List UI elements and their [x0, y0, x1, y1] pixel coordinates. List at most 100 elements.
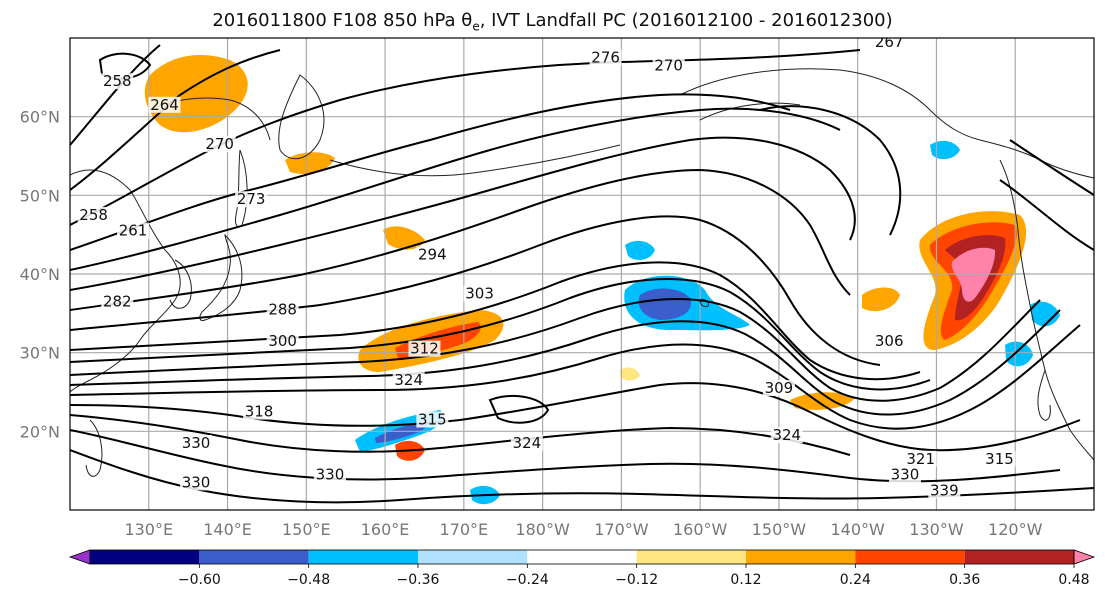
contour-label: 258: [79, 206, 108, 224]
contour-label: 303: [465, 285, 494, 303]
shading-alaska-negative: [930, 140, 960, 160]
contour-label-background: [101, 73, 134, 90]
contour-label-background: [463, 285, 496, 302]
latitude-label: 60°N: [20, 108, 60, 127]
colorbar-segment: [746, 550, 856, 564]
shading-west-coast-negative: [1030, 301, 1060, 327]
longitude-label: 150°E: [282, 520, 331, 539]
colorbar-segment: [199, 550, 309, 564]
colorbar-tick-label: −0.60: [178, 572, 221, 588]
longitude-label: 140°W: [831, 520, 886, 539]
longitude-label: 170°E: [440, 520, 489, 539]
contour-label: 270: [654, 56, 683, 74]
contour-312: [70, 324, 1081, 430]
colorbar-outline: [89, 549, 1075, 565]
contour-label: 339: [930, 481, 959, 499]
title-subscript: e: [472, 19, 480, 34]
contour-label-background: [873, 38, 906, 50]
contour-label-background: [117, 222, 150, 239]
shading-kurils-positive: [383, 226, 425, 250]
latitude-label: 20°N: [20, 422, 60, 441]
contour-label-background: [180, 435, 213, 452]
colorbar-tick-label: 0.24: [840, 572, 871, 588]
coast-aleutians: [329, 144, 621, 177]
title-suffix: , IVT Landfall PC (2016012100 - 20160123…: [479, 10, 893, 31]
contour-label-background: [180, 474, 213, 491]
contour-label: 330: [182, 434, 211, 452]
contour-label-background: [243, 403, 276, 420]
latitude-label: 50°N: [20, 186, 60, 205]
colorbar-segment: [964, 550, 1074, 564]
colorbar-segment: [527, 550, 637, 564]
contour-306: [70, 298, 1041, 402]
contour-264: [70, 49, 281, 191]
contour-label: 282: [103, 292, 132, 310]
contour-label-background: [313, 466, 346, 483]
contour-label-background: [203, 136, 236, 153]
contour-label-background: [416, 246, 449, 263]
contour-label: 309: [765, 379, 794, 397]
contour-label: 270: [205, 135, 234, 153]
colorbar-tick-label: 0.12: [730, 572, 761, 588]
contour-label: 294: [418, 245, 447, 263]
shading-siberia-positive: [144, 55, 248, 133]
title-prefix: 2016011800 F108 850 hPa θ: [212, 10, 473, 31]
latitude-labels: 60°N 50°N 40°N 30°N 20°N: [20, 108, 60, 442]
latitude-label: 30°N: [20, 344, 60, 363]
longitude-label: 180°W: [515, 520, 570, 539]
colorbar-segment: [90, 550, 200, 564]
shading-hawaii-negative-core: [638, 288, 691, 320]
contour-label: 318: [245, 403, 274, 421]
contour-label-background: [408, 340, 441, 357]
longitude-label: 130°E: [124, 520, 173, 539]
coast-na-west: [999, 159, 1094, 461]
latitude-label: 40°N: [20, 265, 60, 284]
shading-okhotsk-positive: [285, 152, 335, 175]
contour-276: [70, 107, 841, 271]
contour-label: 315: [985, 450, 1014, 468]
colorbar-segment: [418, 550, 528, 564]
colorbar-tick-label: 0.36: [949, 572, 980, 588]
contour-label: 315: [418, 410, 447, 428]
contour-label: 276: [591, 49, 620, 67]
contour-ne-arc-2: [1009, 139, 1094, 196]
colorbar-tick-label: −0.36: [397, 572, 440, 588]
contour-label-background: [235, 191, 268, 208]
contour-258: [70, 44, 161, 146]
map-plot-area: 258 264 270 273 261 258 282 288 294 300 303 312 324 3…: [70, 38, 1094, 510]
longitude-label: 150°W: [752, 520, 807, 539]
colorbar-extend-high: [1073, 549, 1096, 565]
map-frame: [69, 37, 1095, 511]
contour-label: 288: [268, 300, 297, 318]
contour-label-background: [416, 411, 449, 428]
contour-324: [70, 429, 1061, 483]
colorbar-segment: [308, 550, 418, 564]
colorbar-segment: [636, 550, 746, 564]
colorbar-tick-label: −0.12: [615, 572, 658, 588]
longitude-label: 160°E: [361, 520, 410, 539]
contour-label: 306: [875, 332, 904, 350]
contour-label: 300: [268, 332, 297, 350]
contour-label: 330: [182, 473, 211, 491]
contour-label-background: [762, 380, 795, 396]
contour-273: [70, 93, 791, 251]
contour-label: 324: [513, 434, 542, 452]
contour-label-background: [888, 466, 921, 483]
contour-label: 264: [150, 96, 179, 114]
shading-subtropical-positive: [790, 392, 855, 410]
contour-label-background: [77, 206, 110, 223]
contour-270: [70, 49, 861, 226]
contour-labels: 258 264 270 273 261 258 282 288 294 300 303 312 324 3…: [70, 38, 1016, 499]
contour-label: 273: [237, 190, 266, 208]
coast-alaska-south: [699, 102, 801, 121]
map-title: 2016011800 F108 850 hPa θe, IVT Landfall…: [0, 10, 1105, 34]
shading-yellow-fringe: [620, 367, 640, 381]
coast-philippines: [85, 419, 103, 477]
contour-300: [70, 261, 921, 381]
contour-label-background: [266, 301, 299, 318]
shading-baja-negative: [1005, 341, 1033, 367]
longitude-labels: 130°E 140°E 150°E 160°E 170°E 180°W 170°W 160°W…: [124, 520, 1042, 539]
contour-label: 330: [316, 466, 345, 484]
longitude-label: 160°W: [673, 520, 728, 539]
